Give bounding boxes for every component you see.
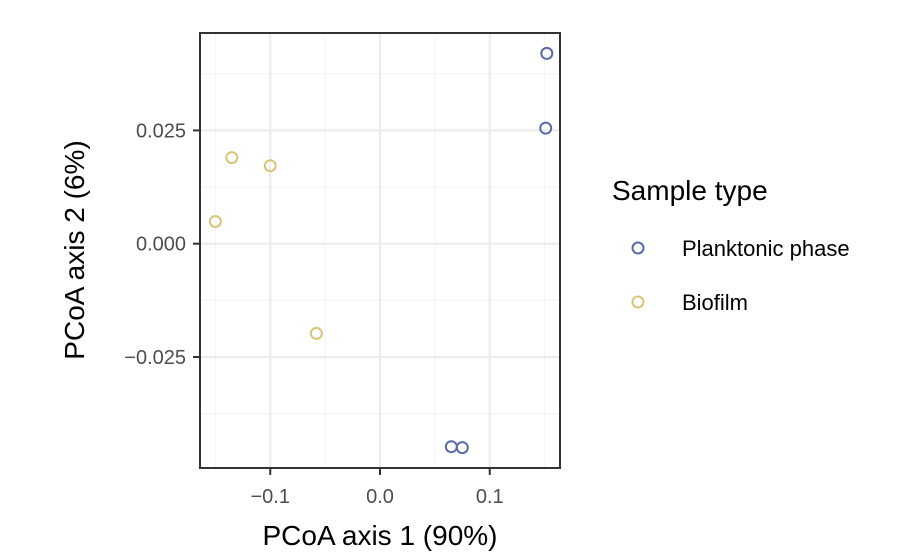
legend: Sample type Planktonic phase Biofilm [612, 175, 850, 315]
legend-key-biofilm [631, 295, 645, 309]
legend-label-planktonic-phase: Planktonic phase [682, 236, 850, 261]
x-axis-title: PCoA axis 1 (90%) [263, 520, 498, 551]
y-axis-title: PCoA axis 2 (6%) [59, 140, 90, 359]
y-tick-label: −0.025 [124, 347, 186, 369]
point-planktonic-phase [455, 441, 469, 455]
legend-title: Sample type [612, 175, 768, 206]
x-tick-label: 0.0 [366, 486, 394, 508]
legend-items: Planktonic phase Biofilm [631, 236, 850, 315]
data-points [208, 46, 554, 455]
point-biofilm [225, 151, 239, 165]
y-tick-label: 0.000 [136, 234, 186, 256]
point-biofilm [208, 215, 222, 228]
y-axis-ticks: −0.025 0.000 0.025 [124, 120, 200, 369]
legend-key-planktonic-phase [631, 241, 645, 255]
major-gridlines [200, 33, 560, 468]
legend-label-biofilm: Biofilm [682, 290, 748, 315]
y-tick-label: 0.025 [136, 120, 186, 142]
x-tick-label: 0.1 [476, 486, 504, 508]
point-biofilm [263, 159, 277, 173]
x-axis-ticks: −0.1 0.0 0.1 [251, 468, 504, 508]
point-planktonic-phase [540, 46, 554, 60]
point-biofilm [309, 326, 323, 340]
x-tick-label: −0.1 [251, 486, 290, 508]
point-planktonic-phase [539, 121, 553, 135]
